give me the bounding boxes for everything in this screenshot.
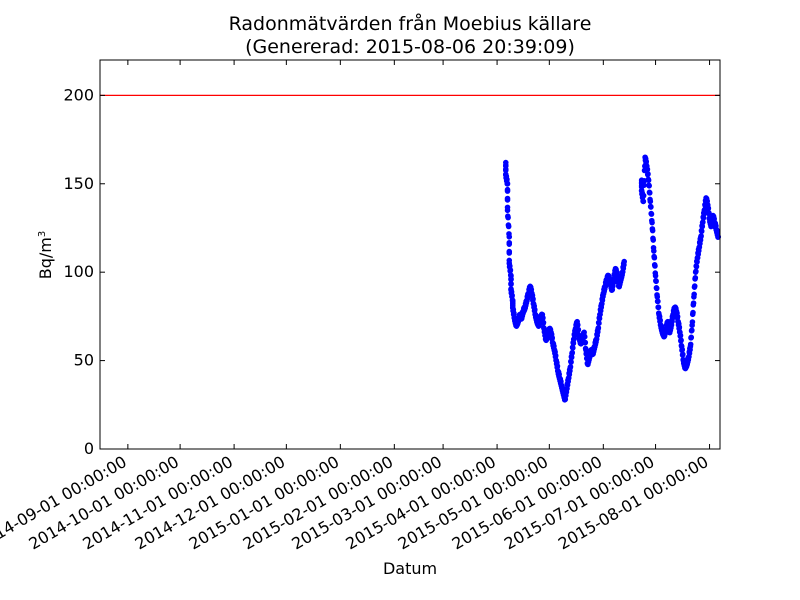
data-point-interp <box>530 296 536 302</box>
data-point-interp <box>679 346 686 353</box>
data-point-interp <box>689 327 695 334</box>
data-point <box>652 272 659 279</box>
data-point-interp <box>646 183 652 189</box>
data-points <box>502 154 722 403</box>
data-point-interp <box>706 210 712 216</box>
data-point-interp <box>644 166 651 173</box>
data-point-interp <box>640 192 647 199</box>
data-point <box>506 234 513 240</box>
y-axis-label-sup: 3 <box>37 231 48 237</box>
y-axis-label-unit: Bq/m <box>36 237 55 279</box>
data-point-interp <box>504 197 511 203</box>
data-point-interp <box>692 275 699 281</box>
data-point-interp <box>690 300 697 306</box>
data-point <box>504 207 511 214</box>
x-axis-label: Datum <box>383 559 437 578</box>
data-point-interp <box>504 188 511 194</box>
data-point-interp <box>690 309 696 316</box>
data-point-interp <box>574 322 581 328</box>
data-point-interp <box>581 333 588 340</box>
data-point-interp <box>502 166 509 173</box>
data-point <box>715 234 722 240</box>
data-point-interp <box>651 254 658 261</box>
data-point-interp <box>698 233 704 239</box>
data-point <box>654 294 661 300</box>
data-point-interp <box>554 363 561 369</box>
data-point-interp <box>653 285 660 292</box>
y-tick-label: 150 <box>63 174 94 193</box>
data-point-interp <box>643 158 650 165</box>
data-point-interp <box>506 250 513 256</box>
data-point-interp <box>693 268 699 275</box>
y-axis-label: Bq/m3 <box>36 231 55 279</box>
data-point-interp <box>508 280 514 287</box>
data-point-interp <box>655 298 661 305</box>
data-point <box>581 329 587 336</box>
data-point-interp <box>689 319 696 325</box>
data-point-interp <box>540 315 546 321</box>
data-point-interp <box>570 345 576 351</box>
chart-subtitle: (Genererad: 2015-08-06 20:39:09) <box>245 36 575 58</box>
data-point-interp <box>549 335 556 341</box>
data-point-interp <box>674 313 681 320</box>
plot-area <box>100 60 720 449</box>
data-point-interp <box>507 267 514 273</box>
data-point-interp <box>655 304 662 311</box>
data-point-interp <box>693 263 700 270</box>
y-tick-label: 0 <box>84 439 94 458</box>
data-point-interp <box>540 319 547 326</box>
y-tick-label: 100 <box>63 262 94 281</box>
data-point-interp <box>569 349 576 356</box>
data-point-interp <box>688 334 695 341</box>
data-point-interp <box>648 204 654 210</box>
data-point-interp <box>645 171 651 177</box>
y-tick-label: 200 <box>63 85 94 104</box>
y-axis: 0 50 100 150 200 <box>63 85 720 458</box>
data-point-interp <box>650 237 657 243</box>
data-point-interp <box>575 326 582 333</box>
data-point-interp <box>680 351 686 358</box>
data-point-interp <box>582 339 589 346</box>
data-point-interp <box>657 317 664 323</box>
data-point-interp <box>649 227 656 234</box>
data-point-interp <box>691 283 698 289</box>
data-point-interp <box>646 190 653 196</box>
data-point <box>651 248 657 254</box>
data-point-interp <box>676 324 683 331</box>
data-point-interp <box>505 214 511 221</box>
data-point-interp <box>506 241 513 247</box>
data-point-interp <box>653 278 659 285</box>
data-point-interp <box>652 263 658 269</box>
data-point-interp <box>567 364 574 370</box>
data-point-interp <box>596 320 602 326</box>
data-point-interp <box>509 292 515 299</box>
data-point-interp <box>552 352 559 359</box>
data-point-interp <box>568 359 574 365</box>
data-point-interp <box>511 310 517 316</box>
data-point-interp <box>532 306 538 313</box>
plot-frame <box>99 59 721 450</box>
data-point-interp <box>705 205 712 212</box>
data-point-interp <box>698 228 705 235</box>
data-point <box>647 198 654 205</box>
data-point-interp <box>595 325 602 331</box>
data-point <box>645 177 652 184</box>
data-point <box>504 180 511 187</box>
data-point-interp <box>677 332 684 339</box>
data-point-interp <box>508 276 514 282</box>
data-point <box>640 198 647 205</box>
data-point-interp <box>678 337 684 344</box>
data-point <box>649 219 655 226</box>
data-point-interp <box>504 176 510 183</box>
data-point <box>621 258 628 265</box>
data-point-interp <box>687 341 694 348</box>
data-point-interp <box>648 211 655 217</box>
y-tick-label: 50 <box>74 351 94 370</box>
data-point-interp <box>691 291 697 298</box>
chart-title: Radonmätvärden från Moebius källare <box>229 12 592 35</box>
data-point-interp <box>505 223 512 230</box>
